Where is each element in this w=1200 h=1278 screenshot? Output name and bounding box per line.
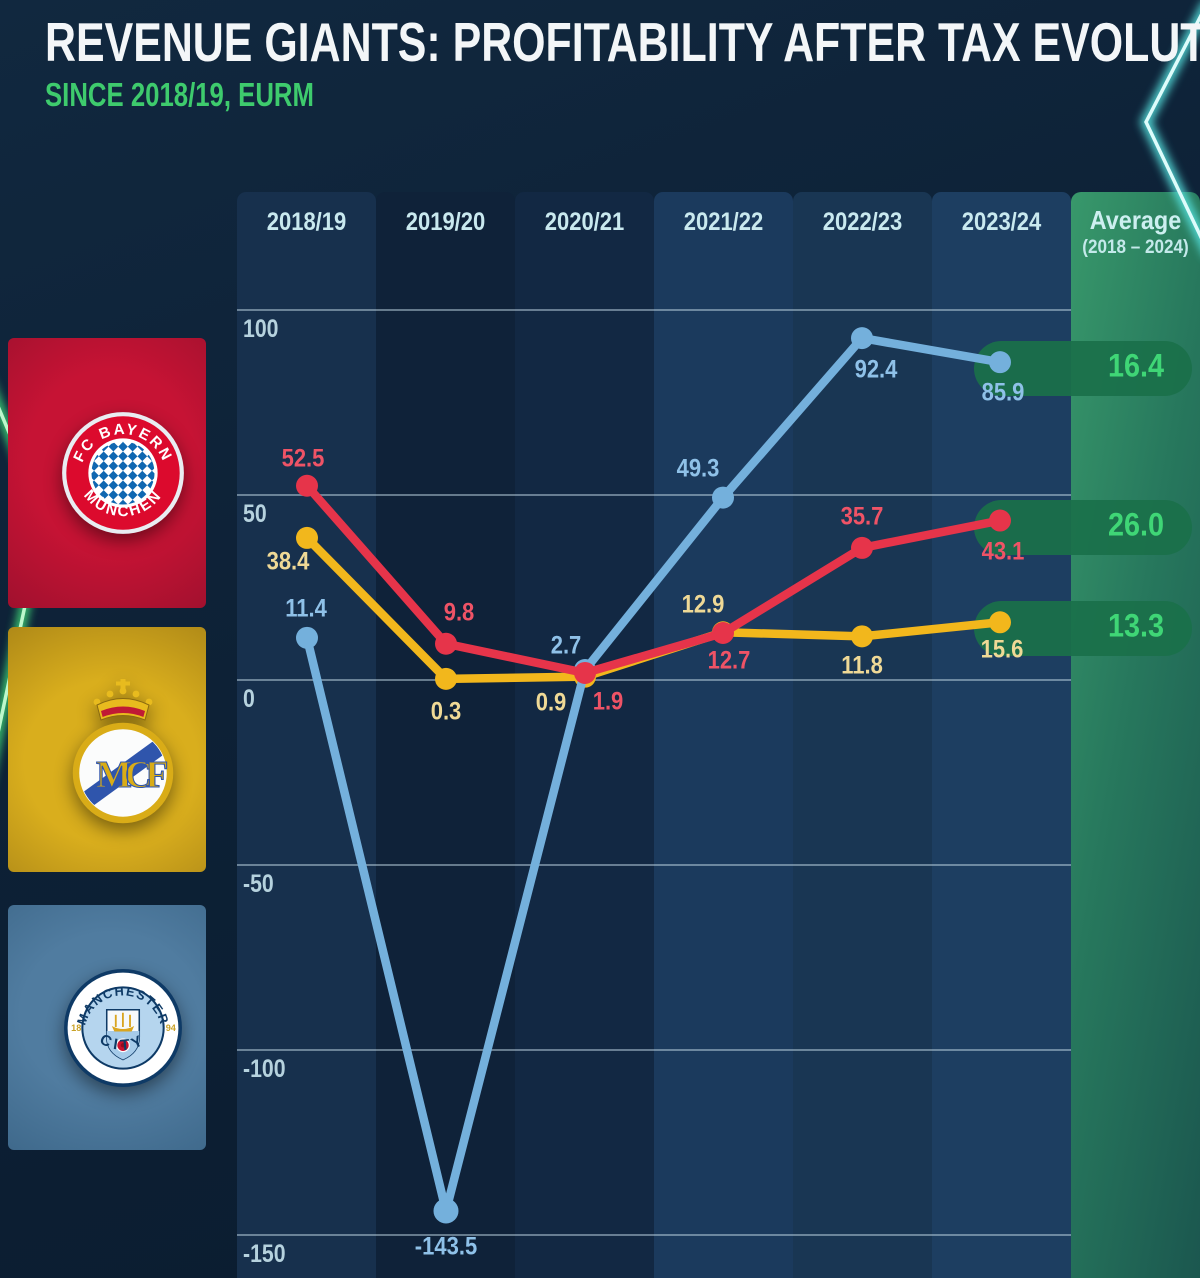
y-axis-label-100: 100 xyxy=(243,315,279,343)
data-point-Real Madrid-2018/19 xyxy=(296,526,318,549)
data-point-Manchester City-2019/20 xyxy=(433,1198,459,1224)
column-band-2020/21 xyxy=(515,192,654,1278)
data-point-FC Bayern München-2018/19 xyxy=(296,474,318,497)
average-pill-Real Madrid xyxy=(974,601,1192,657)
column-band-2019/20 xyxy=(376,192,515,1278)
city-year-left: 18 xyxy=(71,1023,81,1033)
value-label-Manchester City-2023/24: 85.9 xyxy=(981,378,1025,407)
value-label-Manchester City-2020/21: 2.7 xyxy=(550,631,582,660)
value-label-Manchester City-2021/22: 49.3 xyxy=(676,454,720,483)
y-axis-label-50: 50 xyxy=(243,500,267,528)
value-label-Manchester City-2018/19: 11.4 xyxy=(285,594,327,623)
manchester-city-badge: MANCHESTER CITY 18 94 xyxy=(64,968,182,1087)
data-point-FC Bayern München-2021/22 xyxy=(712,622,734,645)
average-value-Manchester City: 16.4 xyxy=(1107,347,1165,384)
gridline--150 xyxy=(237,1234,1071,1236)
panel-bayern-munich: FC BAYERN MÜNCHEN xyxy=(8,338,206,608)
gridline--50 xyxy=(237,864,1071,866)
value-label-Real Madrid-2019/20: 0.3 xyxy=(430,697,462,726)
gridline-100 xyxy=(237,309,1071,311)
value-label-FC Bayern München-2023/24: 43.1 xyxy=(981,537,1025,566)
series-line-Manchester City xyxy=(302,333,1005,1216)
value-label-Real Madrid-2023/24: 15.6 xyxy=(980,635,1024,664)
column-band-2021/22 xyxy=(654,192,793,1278)
panel-manchester-city: MANCHESTER CITY 18 94 xyxy=(8,905,206,1150)
value-label-Real Madrid-2022/23: 11.8 xyxy=(841,651,883,680)
average-pill-Manchester City xyxy=(974,341,1192,397)
data-point-FC Bayern München-2020/21 xyxy=(574,661,596,684)
data-point-Manchester City-2022/23 xyxy=(851,327,873,350)
data-point-Real Madrid-2019/20 xyxy=(435,667,457,690)
data-point-Manchester City-2018/19 xyxy=(296,626,318,649)
series-line-FC Bayern München xyxy=(302,481,1005,678)
value-label-Real Madrid-2021/22: 12.9 xyxy=(681,590,725,619)
value-label-Manchester City-2022/23: 92.4 xyxy=(854,355,898,384)
column-header-2019/20: 2019/20 xyxy=(405,208,486,236)
data-point-FC Bayern München-2019/20 xyxy=(435,632,457,655)
y-axis-label--50: -50 xyxy=(243,870,274,898)
svg-text:CITY: CITY xyxy=(97,1030,149,1053)
data-point-Manchester City-2023/24 xyxy=(989,351,1011,374)
value-label-Real Madrid-2018/19: 38.4 xyxy=(266,547,310,576)
column-header-2021/22: 2021/22 xyxy=(683,208,764,236)
y-axis-label-0: 0 xyxy=(243,685,255,713)
column-header-2018/19: 2018/19 xyxy=(266,208,347,236)
real-madrid-monogram: MCF xyxy=(96,754,167,796)
bayern-munich-badge: FC BAYERN MÜNCHEN xyxy=(62,412,184,534)
panel-real-madrid: MCF xyxy=(8,627,206,872)
data-point-Real Madrid-2023/24 xyxy=(989,611,1011,634)
column-header-2022/23: 2022/23 xyxy=(822,208,903,236)
average-value-Real Madrid: 13.3 xyxy=(1107,607,1165,644)
red-rose xyxy=(116,1037,130,1052)
value-label-FC Bayern München-2021/22: 12.7 xyxy=(707,646,751,675)
y-axis-label--150: -150 xyxy=(243,1240,286,1268)
golden-ship xyxy=(111,1012,135,1032)
real-madrid-badge: MCF xyxy=(72,678,175,823)
column-band-2018/19 xyxy=(237,192,376,1278)
data-point-Manchester City-2021/22 xyxy=(712,486,734,509)
value-label-FC Bayern München-2018/19: 52.5 xyxy=(281,444,325,473)
real-madrid-crown xyxy=(93,678,153,721)
y-axis-label--100: -100 xyxy=(243,1055,286,1083)
column-band-2022/23 xyxy=(793,192,932,1278)
value-label-FC Bayern München-2020/21: 1.9 xyxy=(592,687,624,716)
column-header-2023/24: 2023/24 xyxy=(961,208,1042,236)
average-value-FC Bayern München: 26.0 xyxy=(1107,506,1165,543)
manchester-city-shield xyxy=(105,1008,141,1060)
gridline-0 xyxy=(237,679,1071,681)
data-point-FC Bayern München-2022/23 xyxy=(851,536,873,559)
average-pill-FC Bayern München xyxy=(974,499,1192,555)
city-ring-bottom-text: CITY xyxy=(97,1030,145,1053)
page-subtitle: SINCE 2018/19, EURM xyxy=(45,76,314,113)
data-point-Real Madrid-2022/23 xyxy=(851,625,873,648)
value-label-Manchester City-2019/20: -143.5 xyxy=(414,1232,478,1261)
gridline--100 xyxy=(237,1049,1071,1051)
city-year-right: 94 xyxy=(166,1023,177,1033)
page-title: REVENUE GIANTS: PROFITABILITY AFTER TAX … xyxy=(45,11,1200,73)
gridline-50 xyxy=(237,494,1071,496)
column-header-2020/21: 2020/21 xyxy=(544,208,625,236)
value-label-Real Madrid-2020/21: 0.9 xyxy=(535,688,567,717)
data-point-FC Bayern München-2023/24 xyxy=(989,509,1011,532)
value-label-FC Bayern München-2022/23: 35.7 xyxy=(840,502,884,531)
value-label-FC Bayern München-2019/20: 9.8 xyxy=(443,598,475,627)
